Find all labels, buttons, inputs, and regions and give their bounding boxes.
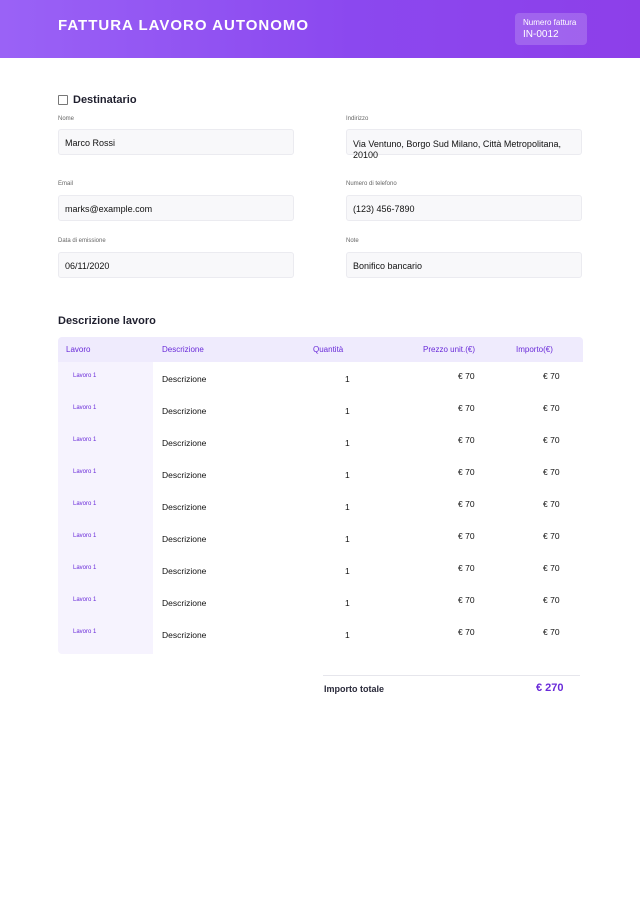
job-cell: Lavoro 1 — [73, 565, 97, 571]
job-cell: Lavoro 1 — [73, 597, 97, 603]
unit-price-cell: € 70 — [458, 435, 475, 445]
quantity-cell: 1 — [345, 438, 350, 448]
work-section-title: Descrizione lavoro — [58, 315, 156, 327]
job-column-background — [58, 362, 153, 654]
invoice-number-value: IN-0012 — [523, 29, 559, 40]
description-cell: Descrizione — [162, 374, 207, 384]
description-cell: Descrizione — [162, 470, 207, 480]
notes-label: Note — [346, 238, 359, 244]
amount-cell: € 70 — [543, 435, 560, 445]
amount-cell: € 70 — [543, 467, 560, 477]
recipient-checkbox[interactable] — [58, 95, 68, 105]
email-label: Email — [58, 181, 74, 187]
job-cell: Lavoro 1 — [73, 405, 97, 411]
invoice-number-label: Numero fattura — [523, 18, 577, 27]
quantity-cell: 1 — [345, 470, 350, 480]
column-header-job: Lavoro — [66, 345, 91, 354]
total-divider — [323, 675, 580, 676]
unit-price-cell: € 70 — [458, 595, 475, 605]
job-cell: Lavoro 1 — [73, 469, 97, 475]
job-cell: Lavoro 1 — [73, 501, 97, 507]
amount-cell: € 70 — [543, 371, 560, 381]
total-label: Importo totale — [324, 684, 384, 694]
work-table-header: Lavoro Descrizione Quantità Prezzo unit.… — [58, 337, 583, 362]
address-label: Indirizzo — [346, 116, 369, 122]
column-header-description: Descrizione — [162, 345, 204, 354]
name-label: Nome — [58, 116, 75, 122]
unit-price-cell: € 70 — [458, 627, 475, 637]
unit-price-cell: € 70 — [458, 371, 475, 381]
address-field[interactable]: Via Ventuno, Borgo Sud Milano, Città Met… — [346, 129, 582, 160]
invoice-title: FATTURA LAVORO AUTONOMO — [58, 17, 310, 34]
table-row: Lavoro 1 Descrizione 1 € 70 € 70 — [58, 586, 583, 618]
email-field[interactable]: marks@example.com — [58, 195, 294, 221]
description-cell: Descrizione — [162, 630, 207, 640]
unit-price-cell: € 70 — [458, 499, 475, 509]
description-cell: Descrizione — [162, 502, 207, 512]
amount-cell: € 70 — [543, 627, 560, 637]
issue-date-label: Data di emissione — [58, 238, 106, 244]
job-cell: Lavoro 1 — [73, 373, 97, 379]
name-field[interactable]: Marco Rossi — [58, 129, 294, 155]
table-row: Lavoro 1 Descrizione 1 € 70 € 70 — [58, 490, 583, 522]
amount-cell: € 70 — [543, 403, 560, 413]
table-row: Lavoro 1 Descrizione 1 € 70 € 70 — [58, 522, 583, 554]
job-cell: Lavoro 1 — [73, 629, 97, 635]
phone-field[interactable]: (123) 456-7890 — [346, 195, 582, 221]
quantity-cell: 1 — [345, 534, 350, 544]
description-cell: Descrizione — [162, 566, 207, 576]
amount-cell: € 70 — [543, 531, 560, 541]
quantity-cell: 1 — [345, 598, 350, 608]
unit-price-cell: € 70 — [458, 467, 475, 477]
table-row: Lavoro 1 Descrizione 1 € 70 € 70 — [58, 426, 583, 458]
phone-label: Numero di telefono — [346, 181, 397, 187]
amount-cell: € 70 — [543, 595, 560, 605]
quantity-cell: 1 — [345, 630, 350, 640]
unit-price-cell: € 70 — [458, 531, 475, 541]
job-cell: Lavoro 1 — [73, 533, 97, 539]
total-value: € 270 — [536, 682, 564, 694]
quantity-cell: 1 — [345, 566, 350, 576]
description-cell: Descrizione — [162, 598, 207, 608]
description-cell: Descrizione — [162, 534, 207, 544]
quantity-cell: 1 — [345, 374, 350, 384]
table-row: Lavoro 1 Descrizione 1 € 70 € 70 — [58, 554, 583, 586]
column-header-amount: Importo(€) — [516, 345, 553, 354]
amount-cell: € 70 — [543, 563, 560, 573]
issue-date-field[interactable]: 06/11/2020 — [58, 252, 294, 278]
description-cell: Descrizione — [162, 406, 207, 416]
table-row: Lavoro 1 Descrizione 1 € 70 € 70 — [58, 618, 583, 650]
invoice-number-box: Numero fattura IN-0012 — [515, 13, 587, 45]
table-row: Lavoro 1 Descrizione 1 € 70 € 70 — [58, 362, 583, 394]
unit-price-cell: € 70 — [458, 403, 475, 413]
unit-price-cell: € 70 — [458, 563, 475, 573]
invoice-header: FATTURA LAVORO AUTONOMO Numero fattura I… — [0, 0, 640, 58]
amount-cell: € 70 — [543, 499, 560, 509]
job-cell: Lavoro 1 — [73, 437, 97, 443]
column-header-quantity: Quantità — [313, 345, 344, 354]
recipient-section-heading: Destinatario — [58, 94, 137, 106]
notes-field[interactable]: Bonifico bancario — [346, 252, 582, 278]
table-row: Lavoro 1 Descrizione 1 € 70 € 70 — [58, 394, 583, 426]
column-header-unit-price: Prezzo unit.(€) — [423, 345, 476, 354]
quantity-cell: 1 — [345, 502, 350, 512]
description-cell: Descrizione — [162, 438, 207, 448]
quantity-cell: 1 — [345, 406, 350, 416]
recipient-section-title: Destinatario — [73, 94, 137, 106]
table-row: Lavoro 1 Descrizione 1 € 70 € 70 — [58, 458, 583, 490]
